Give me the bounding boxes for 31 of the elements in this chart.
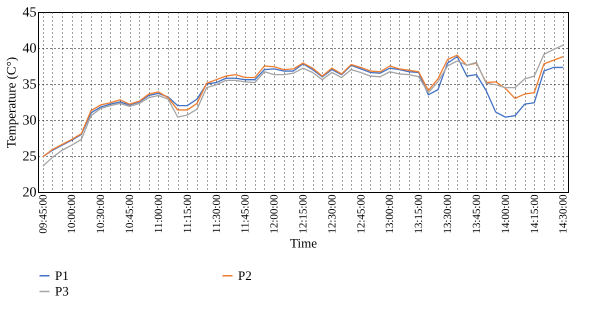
x-axis-title: Time: [290, 236, 318, 251]
legend-label: P2: [238, 268, 252, 283]
x-tick-label: 13:30:00: [442, 194, 454, 234]
legend-label: P3: [55, 284, 69, 298]
y-tick-label: 25: [22, 150, 36, 164]
x-tick-label: 12:45:00: [355, 194, 368, 234]
x-tick-label: 13:00:00: [384, 194, 396, 234]
y-tick-label: 40: [22, 42, 36, 56]
x-tick-label: 12:30:00: [326, 194, 338, 234]
x-tick-label: 13:45:00: [470, 194, 483, 234]
x-tick-label: 14:00:00: [500, 194, 512, 234]
x-tick-label: 09:45:00: [37, 194, 50, 234]
y-tick-label: 35: [22, 78, 36, 92]
x-tick-label: 12:00:00: [268, 194, 281, 234]
y-tick-label: 45: [22, 6, 36, 20]
x-tick-label: 13:15:00: [413, 194, 426, 234]
line-series: [42, 44, 564, 167]
x-tick-label: 10:00:00: [66, 194, 78, 234]
x-tick-label: 11:15:00: [182, 194, 194, 234]
y-axis-title: Temperature (C°): [4, 56, 18, 148]
x-tick-label: 11:45:00: [240, 194, 252, 234]
y-tick-label: 30: [22, 114, 36, 128]
x-tick-label: 11:00:00: [152, 194, 165, 234]
y-tick-label: 20: [22, 186, 36, 200]
x-tick-label: 14:30:00: [558, 194, 570, 234]
x-tick-label: 12:15:00: [298, 194, 310, 234]
x-tick-label: 14:15:00: [528, 194, 541, 234]
legend-label: P1: [55, 268, 69, 283]
x-tick-label: 10:30:00: [95, 194, 108, 234]
x-tick-label: 10:45:00: [124, 194, 136, 234]
x-tick-label: 11:30:00: [210, 194, 223, 234]
